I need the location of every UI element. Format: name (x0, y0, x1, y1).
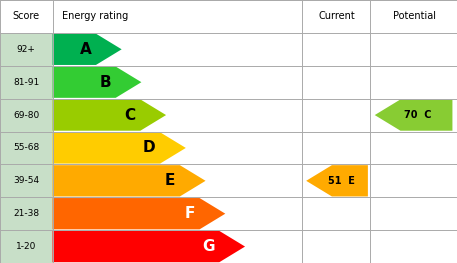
Text: 81-91: 81-91 (13, 78, 39, 87)
Text: D: D (143, 140, 155, 155)
Text: B: B (100, 75, 111, 90)
Text: 70  C: 70 C (404, 110, 432, 120)
Text: Energy rating: Energy rating (62, 11, 128, 22)
Polygon shape (53, 34, 122, 65)
Text: E: E (165, 173, 175, 188)
Bar (0, 197, 53, 230)
Text: 69-80: 69-80 (13, 110, 39, 120)
Text: 39-54: 39-54 (13, 176, 39, 185)
Text: C: C (125, 108, 136, 123)
Text: G: G (202, 239, 215, 254)
Text: Current: Current (319, 11, 356, 22)
Bar (0, 66, 53, 99)
Polygon shape (306, 165, 368, 196)
Bar (0, 230, 53, 263)
Text: F: F (185, 206, 195, 221)
Text: 51  E: 51 E (328, 176, 355, 186)
Polygon shape (53, 132, 186, 164)
Polygon shape (375, 99, 452, 131)
Text: 21-38: 21-38 (13, 209, 39, 218)
Polygon shape (53, 165, 206, 196)
Bar (0, 132, 53, 164)
Bar (0, 99, 53, 132)
Bar (0, 164, 53, 197)
Text: 92+: 92+ (17, 45, 36, 54)
Text: Score: Score (13, 11, 40, 22)
Bar (0, 33, 53, 66)
Polygon shape (53, 198, 225, 229)
Text: 1-20: 1-20 (16, 242, 37, 251)
Text: 55-68: 55-68 (13, 143, 39, 153)
Polygon shape (53, 231, 245, 262)
Polygon shape (53, 67, 141, 98)
Text: A: A (80, 42, 91, 57)
Text: Potential: Potential (393, 11, 436, 22)
Polygon shape (53, 99, 166, 131)
